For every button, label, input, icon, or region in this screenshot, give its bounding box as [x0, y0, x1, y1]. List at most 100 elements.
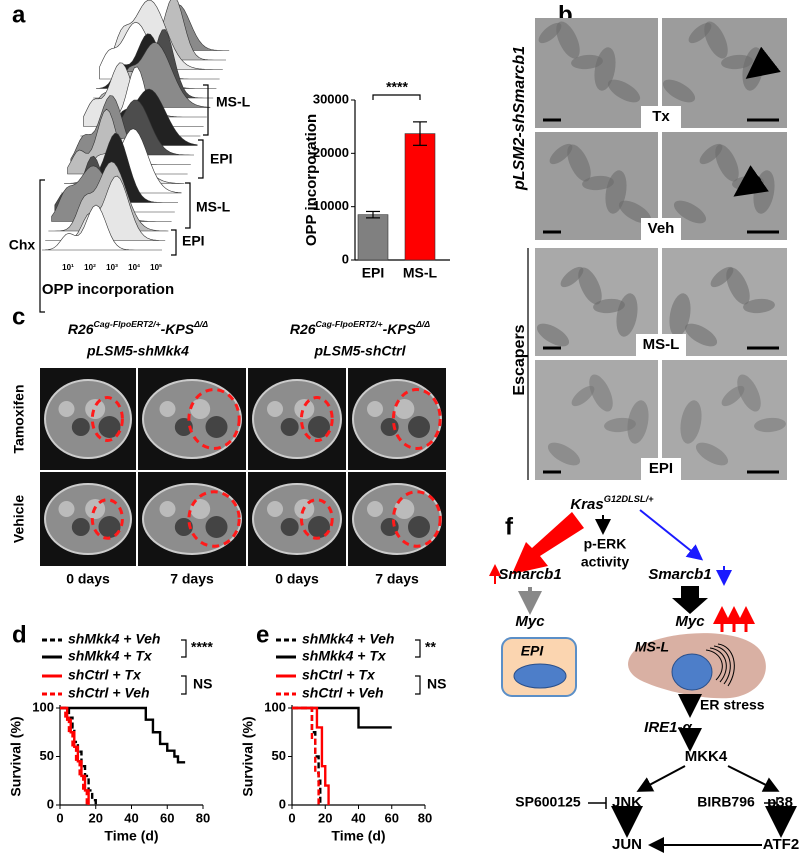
y-axis-label: OPP incorporation	[303, 114, 320, 246]
x-tick-label: 20	[318, 810, 332, 825]
inhibition	[588, 797, 607, 809]
bracket	[198, 139, 204, 179]
mri-organ	[190, 499, 211, 519]
node-label: MS-L	[635, 639, 669, 655]
organelle	[743, 298, 775, 314]
x-tick-label: 20	[89, 810, 103, 825]
mri-body	[44, 483, 132, 555]
side-label: Escapers	[511, 324, 528, 395]
organelle	[662, 79, 696, 103]
heading: pLSM5-shMkk4	[86, 343, 189, 359]
er-membrane	[713, 645, 731, 685]
image-label-box	[636, 334, 686, 356]
panel-label: c	[12, 303, 25, 330]
mri-organ	[58, 401, 75, 417]
mri-organ	[98, 416, 121, 438]
text-part: -KPS	[161, 321, 195, 337]
superscript: 2	[93, 263, 96, 269]
panel-label: a	[12, 1, 26, 28]
mri-organ	[85, 399, 106, 419]
organelle	[704, 21, 728, 59]
organelle	[589, 374, 613, 412]
organelle	[549, 143, 573, 165]
bracket	[181, 675, 187, 695]
mri-organ	[159, 501, 176, 517]
bracket	[415, 639, 421, 658]
tumor-outline	[187, 388, 241, 450]
panel-label: f	[505, 513, 514, 540]
row-label: Vehicle	[11, 495, 27, 543]
survival-curve	[60, 706, 186, 764]
mri-organ	[294, 399, 315, 419]
side-label: pLSM2-shSmarcb1	[511, 46, 528, 191]
mri-organ	[408, 516, 430, 538]
organelle	[669, 293, 691, 337]
node-label: activity	[581, 554, 629, 570]
x-axis-label: Time (d)	[104, 828, 158, 844]
mri-organ	[58, 501, 75, 517]
organelle	[538, 22, 562, 44]
column-label: 7 days	[170, 571, 214, 587]
node-label: MKK4	[685, 748, 728, 765]
mri-organ	[205, 416, 228, 438]
mri-organ	[394, 399, 415, 419]
x-tick-label: 102	[84, 263, 96, 272]
y-tick-label: 0	[342, 251, 349, 266]
bar	[404, 133, 436, 261]
y-tick-label: 10000	[313, 198, 349, 213]
organelle	[616, 293, 638, 337]
x-tick-label: EPI	[362, 265, 385, 281]
y-axis-label: Survival (%)	[240, 716, 256, 796]
node-label: JNK	[612, 794, 642, 811]
organelle	[607, 79, 641, 103]
x-tick-label: 80	[196, 810, 210, 825]
organelle	[684, 323, 718, 347]
mri-organ	[159, 401, 176, 417]
significance: ****	[386, 79, 408, 95]
bracket	[171, 229, 177, 256]
node-label: KrasG12DLSL/+	[570, 494, 654, 513]
mri-organ	[71, 418, 90, 436]
x-tick-label: 105	[150, 263, 162, 272]
mri-organ	[205, 516, 228, 538]
organelle	[547, 442, 581, 466]
superscript: Δ/Δ	[193, 319, 208, 329]
x-axis-label: OPP incorporation	[42, 281, 174, 298]
x-tick-label: 80	[418, 810, 432, 825]
mri-organ	[308, 516, 330, 538]
organelle	[605, 170, 627, 214]
bracket	[415, 675, 421, 695]
group-label: MS-L	[216, 94, 251, 110]
column-label: 0 days	[66, 571, 110, 587]
significance: ****	[191, 639, 213, 655]
mri-organ	[367, 401, 383, 417]
mri-organ	[394, 499, 415, 519]
er-membrane	[709, 647, 727, 683]
mri-organ	[190, 399, 211, 419]
organelle	[578, 267, 602, 305]
organelle	[627, 400, 649, 444]
group-label: EPI	[182, 233, 205, 249]
superscript: Cag-FlpoERT2/+	[94, 319, 161, 329]
mri-body	[252, 483, 342, 555]
node-label: ER stress	[700, 697, 765, 713]
legend-label: shCtrl + Veh	[302, 685, 384, 701]
mri-body	[142, 379, 242, 459]
tumor-outline	[187, 490, 241, 548]
image-label: Tx	[652, 108, 670, 125]
text-part: Kras	[570, 496, 603, 513]
nucleus	[671, 653, 713, 691]
survival-curve	[60, 706, 90, 805]
node-label: BIRB796	[697, 794, 755, 810]
image-label: EPI	[649, 460, 673, 477]
organelle	[594, 47, 616, 91]
y-tick-label: 30000	[313, 91, 349, 106]
text-part: 10	[128, 263, 137, 272]
x-tick-label: 0	[288, 810, 295, 825]
organelle	[556, 21, 580, 59]
y-tick-label: 50	[272, 748, 286, 763]
bracket	[181, 639, 187, 658]
arrow	[636, 765, 686, 792]
survival-curve	[292, 706, 320, 805]
